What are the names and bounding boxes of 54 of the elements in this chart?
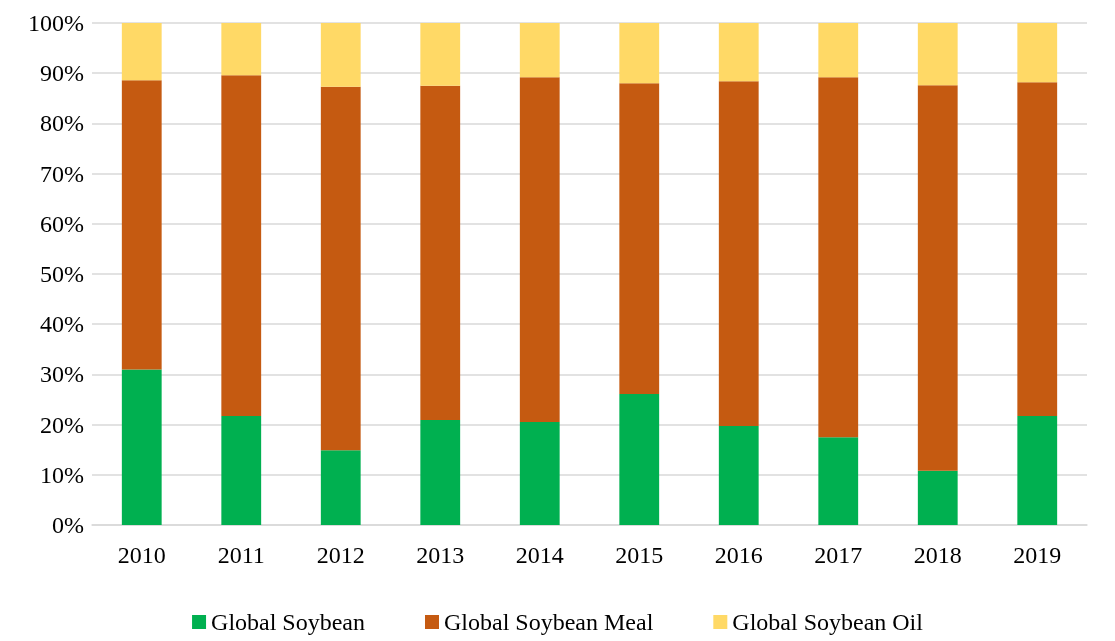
bar [619,23,660,84]
x-tick-label: 2012 [316,542,365,568]
bar [121,80,162,370]
legend-label: Global Soybean [211,609,366,635]
y-tick-label: 90% [40,60,84,87]
x-tick-label: 2017 [814,542,863,568]
y-tick-label: 80% [40,110,84,137]
bar [718,23,759,82]
bar [619,83,660,394]
y-tick-label: 10% [40,461,84,488]
x-tick-label: 2018 [913,542,962,568]
bar [221,75,262,417]
legend-label: Global Soybean Meal [444,609,654,635]
bar [320,450,361,525]
bar [1017,416,1058,525]
y-tick-label: 50% [40,261,84,287]
bar [718,81,759,427]
legend-label: Global Soybean Oil [732,609,924,635]
bar [519,77,560,423]
bar [818,77,859,438]
y-tick-label: 30% [40,361,84,388]
bar [420,23,461,86]
bar [917,85,958,471]
y-tick-label: 40% [40,311,84,338]
bar [1017,23,1058,83]
bar [221,23,262,76]
y-tick-label: 20% [40,411,84,438]
bar [1017,82,1058,417]
x-tick-label: 2013 [416,542,465,568]
bar [619,393,660,525]
bar [221,416,262,525]
bar [420,85,461,421]
bar [320,23,361,87]
bar [718,426,759,525]
x-tick-label: 2011 [217,542,265,568]
y-tick-label: 0% [52,512,84,538]
bar [917,470,958,525]
bar [519,422,560,525]
x-tick-label: 2010 [117,542,166,568]
bar [420,420,461,525]
bar [320,86,361,451]
bar [917,23,958,86]
bar [818,437,859,525]
x-tick-label: 2019 [1013,542,1062,568]
bar [519,23,560,78]
x-tick-label: 2016 [714,542,763,568]
bar [121,23,162,81]
y-tick-label: 60% [40,210,84,237]
x-tick-label: 2015 [615,542,664,568]
y-tick-label: 70% [40,160,84,187]
x-tick-label: 2014 [515,542,564,568]
y-tick-label: 100% [28,10,84,36]
bar [818,23,859,78]
bar [121,369,162,525]
